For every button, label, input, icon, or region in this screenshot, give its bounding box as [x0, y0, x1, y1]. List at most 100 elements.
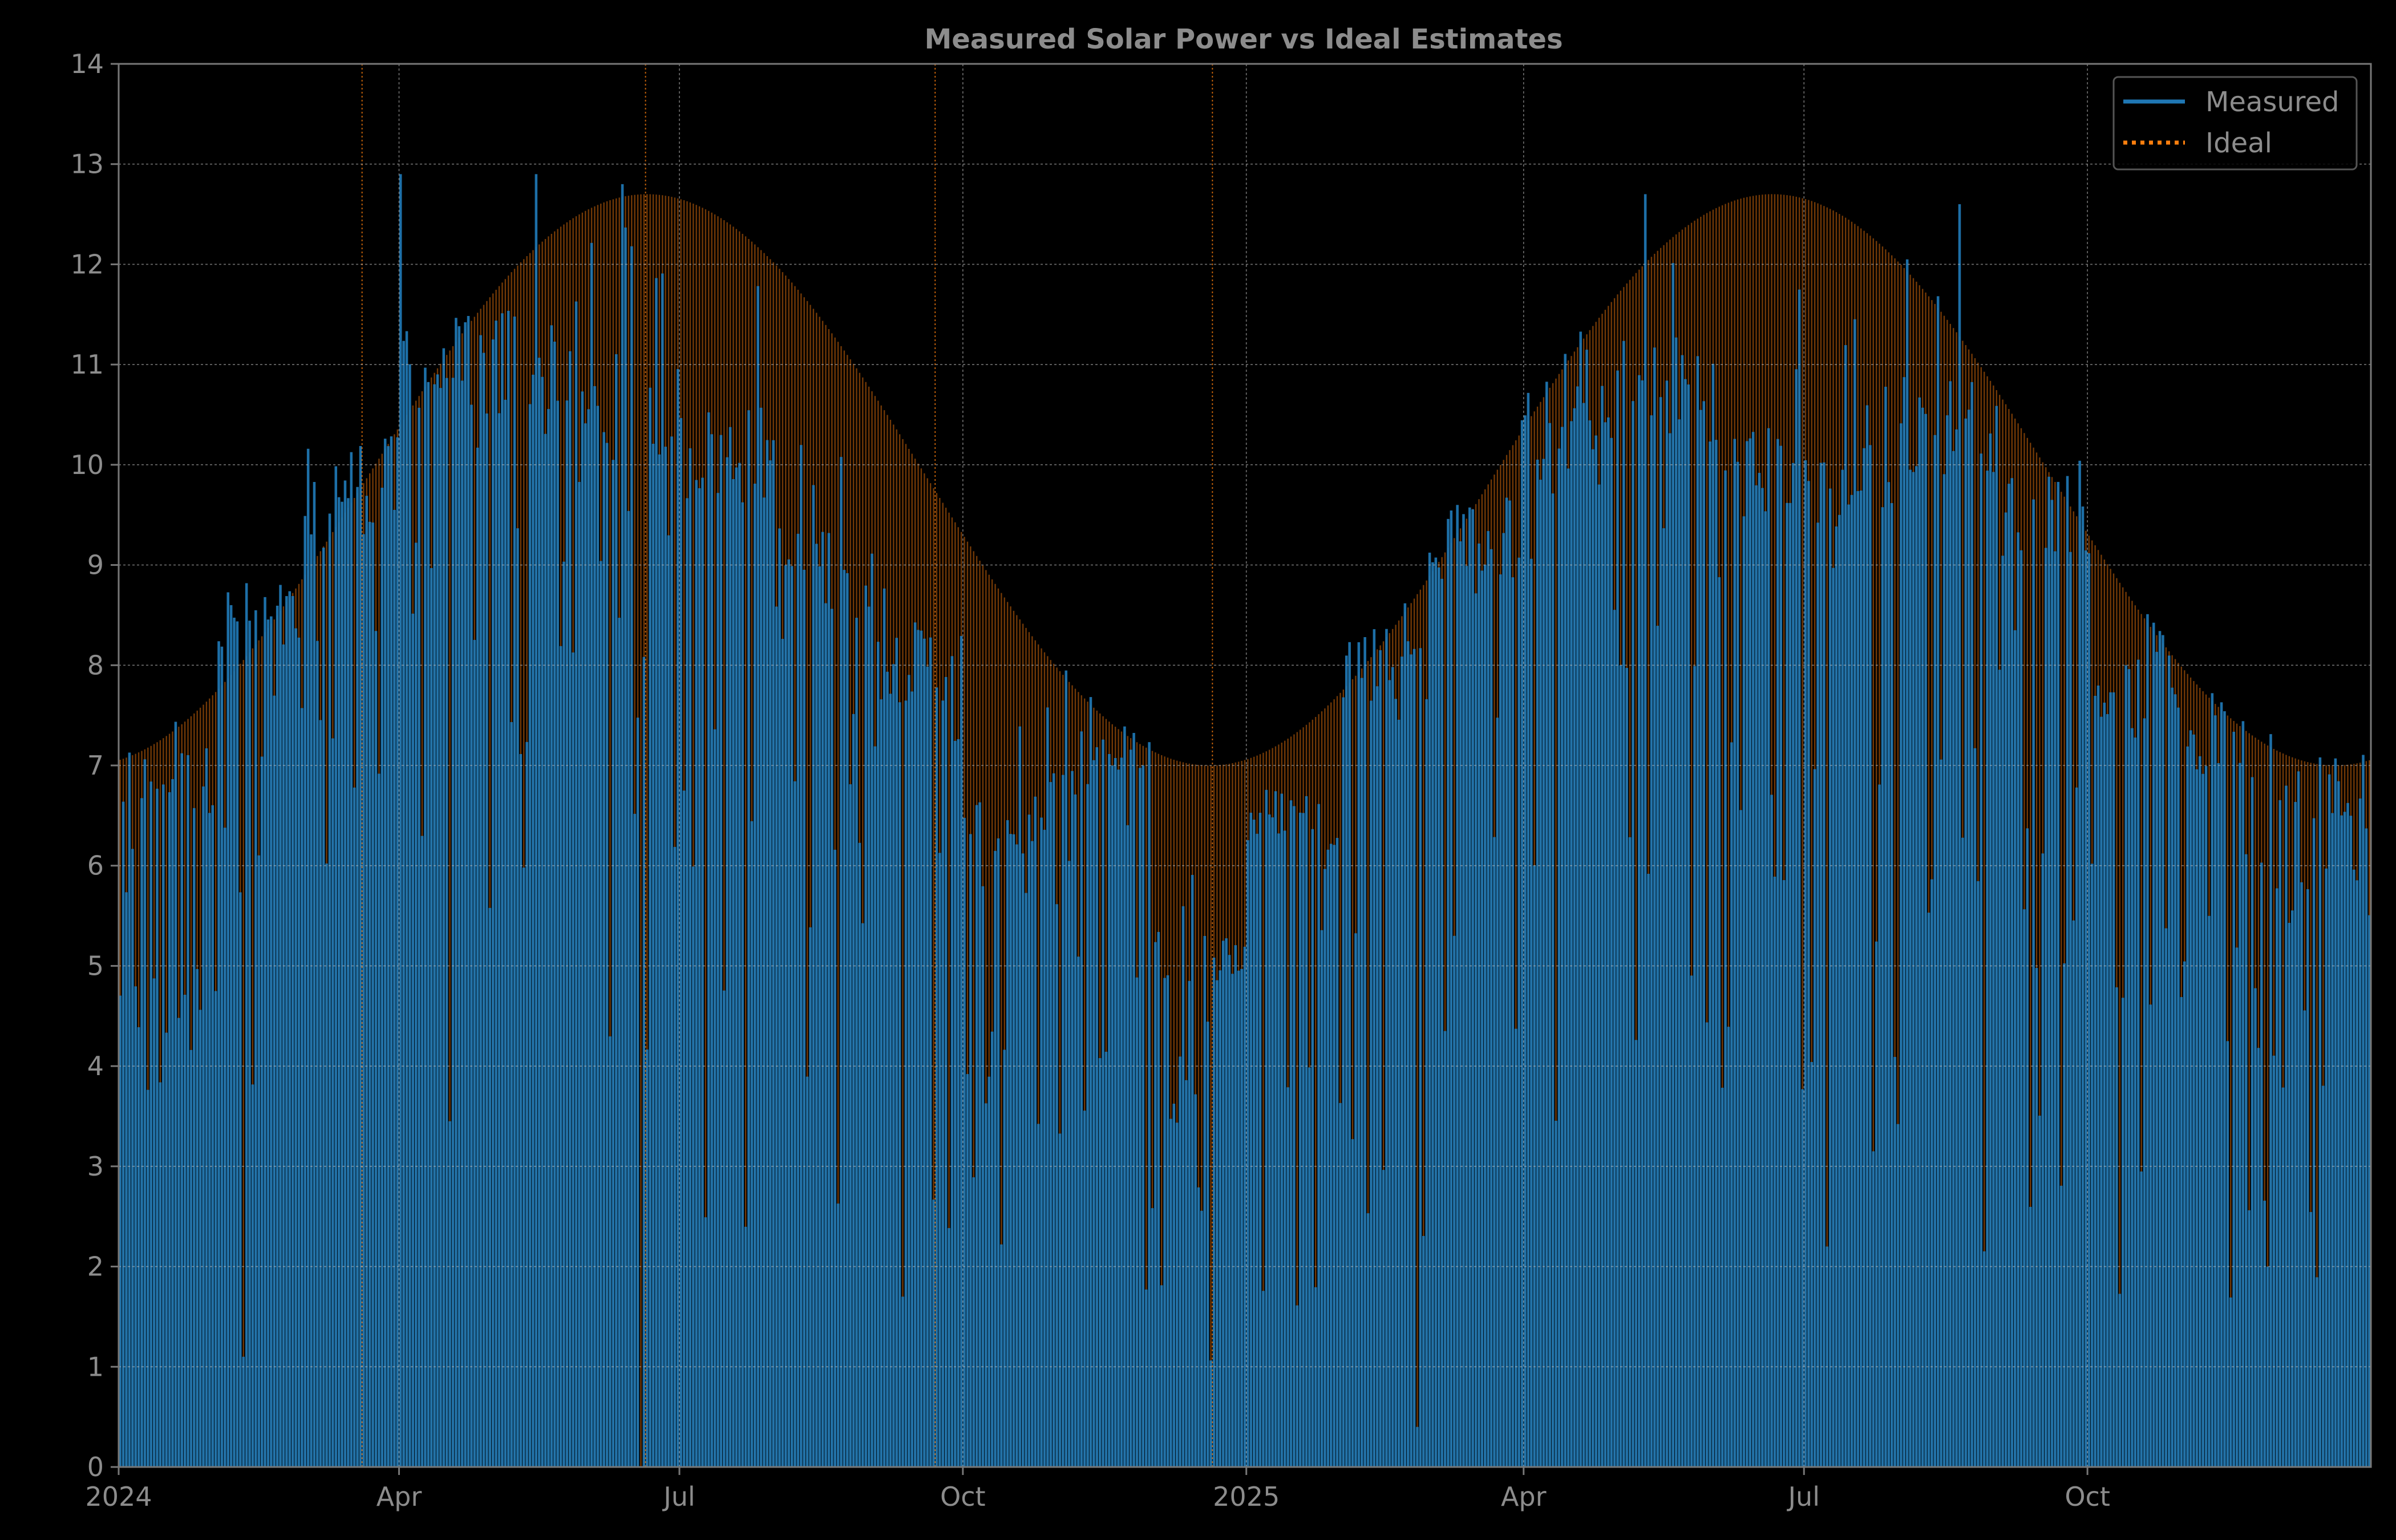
- measured-bar: [1678, 419, 1681, 1467]
- y-tick-label: 8: [87, 650, 104, 680]
- measured-bar: [1696, 356, 1699, 1468]
- measured-bar: [1077, 957, 1080, 1467]
- measured-bar: [1665, 380, 1669, 1467]
- measured-bar: [365, 496, 369, 1467]
- measured-bar: [2075, 787, 2078, 1467]
- measured-bar: [513, 317, 516, 1467]
- measured-bar: [1517, 557, 1520, 1468]
- measured-bar: [1181, 906, 1185, 1467]
- measured-bar: [1117, 769, 1120, 1467]
- measured-bar: [1650, 415, 1653, 1468]
- measured-bar: [1656, 626, 1659, 1467]
- measured-bar: [1823, 462, 1826, 1467]
- measured-bar: [2124, 665, 2127, 1467]
- measured-bar: [627, 510, 630, 1467]
- measured-bar: [1391, 667, 1394, 1467]
- measured-bar: [381, 488, 384, 1467]
- measured-bar: [1949, 381, 1952, 1467]
- measured-bar: [1345, 655, 1348, 1467]
- measured-bar: [430, 568, 433, 1468]
- measured-bar: [2177, 707, 2180, 1467]
- measured-bar: [796, 533, 800, 1467]
- measured-bar: [1049, 782, 1053, 1467]
- measured-bar: [1348, 642, 1351, 1467]
- measured-bar: [1216, 980, 1219, 1467]
- measured-bar: [827, 533, 831, 1467]
- measured-bar: [2118, 1294, 2122, 1467]
- measured-bar: [846, 573, 849, 1467]
- measured-bar: [1104, 1051, 1108, 1467]
- measured-bar: [303, 516, 307, 1467]
- measured-bar: [553, 341, 556, 1467]
- measured-bar: [1505, 497, 1508, 1467]
- measured-bar: [1900, 423, 1903, 1467]
- measured-bar: [208, 813, 211, 1467]
- measured-bar: [1952, 451, 1955, 1467]
- measured-bar: [2013, 630, 2017, 1467]
- measured-bar: [1986, 471, 1989, 1467]
- measured-bar: [497, 413, 501, 1468]
- measured-bar: [1339, 1103, 1342, 1467]
- measured-bar: [1074, 794, 1077, 1467]
- measured-bar: [1662, 528, 1665, 1467]
- measured-bar: [2239, 763, 2241, 1467]
- measured-bar: [673, 846, 677, 1467]
- measured-bar: [282, 644, 285, 1467]
- measured-bar: [1998, 670, 2001, 1467]
- measured-bar: [1379, 650, 1382, 1467]
- measured-bar: [2143, 718, 2146, 1467]
- measured-bar: [1767, 428, 1770, 1467]
- measured-bar: [1828, 488, 1832, 1467]
- measured-bar: [279, 585, 282, 1467]
- measured-bar: [1098, 1058, 1102, 1467]
- measured-bar: [396, 437, 399, 1468]
- measured-bar: [189, 1049, 193, 1467]
- measured-bar: [1881, 507, 1884, 1468]
- measured-bar: [1268, 814, 1271, 1467]
- measured-bar: [1172, 1104, 1176, 1467]
- measured-bar: [1324, 869, 1326, 1467]
- measured-bar: [528, 404, 532, 1467]
- measured-bar: [722, 990, 726, 1467]
- measured-bar: [2174, 694, 2177, 1467]
- measured-bar: [1638, 375, 1641, 1467]
- measured-bar: [908, 675, 910, 1467]
- measured-bar: [1025, 893, 1027, 1467]
- measured-bar: [1634, 1040, 1638, 1467]
- measured-bar: [1283, 830, 1286, 1467]
- measured-bar: [226, 592, 229, 1467]
- measured-bar: [691, 866, 695, 1467]
- measured-bar: [1228, 955, 1231, 1467]
- measured-bar: [2198, 756, 2201, 1467]
- measured-bar: [963, 817, 966, 1467]
- measured-bar: [605, 443, 609, 1467]
- measured-bar: [2248, 1210, 2251, 1467]
- measured-bar: [2183, 961, 2186, 1467]
- measured-bar: [248, 621, 251, 1467]
- y-tick-label: 0: [87, 1452, 104, 1482]
- measured-bar: [568, 351, 572, 1467]
- measured-bar: [987, 1076, 990, 1467]
- measured-bar: [159, 1082, 162, 1467]
- measured-bar: [1733, 439, 1736, 1467]
- measured-bar: [861, 923, 864, 1467]
- measured-bar: [152, 978, 156, 1467]
- measured-bar: [2180, 997, 2183, 1467]
- measured-bar: [1921, 407, 1924, 1467]
- measured-bar: [858, 842, 861, 1467]
- measured-bar: [1308, 1067, 1311, 1467]
- measured-bar: [1493, 837, 1496, 1467]
- measured-bar: [1942, 474, 1946, 1467]
- measured-bar: [522, 868, 525, 1467]
- measured-bar: [584, 423, 587, 1467]
- measured-bar: [642, 656, 646, 1467]
- measured-bar: [1530, 558, 1533, 1468]
- measured-bar: [1792, 463, 1795, 1467]
- measured-bar: [1863, 448, 1865, 1467]
- measured-bar: [1354, 933, 1357, 1467]
- measured-bar: [574, 301, 578, 1467]
- measured-bar: [997, 838, 1000, 1467]
- measured-bar: [2069, 552, 2072, 1467]
- measured-bar: [2245, 854, 2248, 1467]
- measured-bar: [2285, 785, 2288, 1467]
